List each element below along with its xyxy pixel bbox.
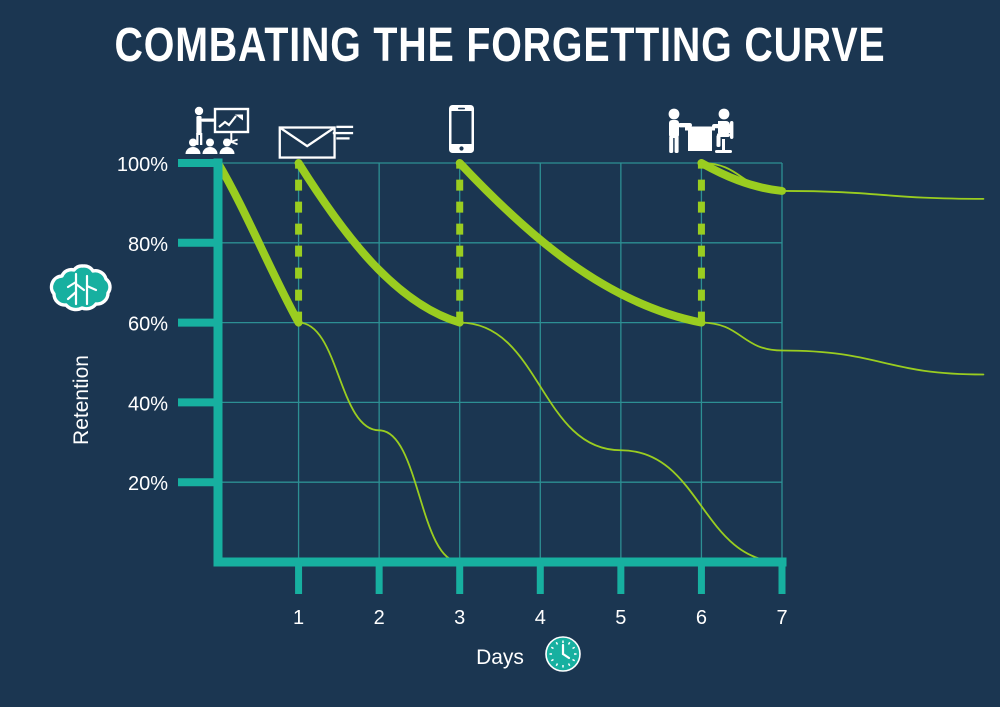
mobile-phone-icon	[423, 103, 499, 155]
y-axis-title: Retention	[70, 355, 93, 445]
x-axis-tick-label: 5	[615, 607, 626, 629]
y-axis-tick-label: 60%	[128, 314, 168, 336]
forgetting-curve-thin	[700, 321, 985, 376]
x-axis-tick-label: 7	[776, 607, 787, 629]
x-axis-tick-label: 4	[535, 607, 546, 629]
y-axis-tick-label: 100%	[117, 154, 168, 176]
brain-icon	[46, 262, 116, 323]
x-axis-tick-label: 3	[454, 607, 465, 629]
chart-axes	[213, 158, 787, 567]
coaching-desk-icon	[662, 103, 738, 155]
x-axis-title: Days	[476, 646, 524, 669]
presentation-training-icon	[180, 103, 256, 155]
retention-curve-thick	[214, 159, 303, 327]
x-axis-tick-label: 1	[293, 607, 304, 629]
forgetting-curve-thin	[297, 321, 461, 563]
y-axis-tick-label: 80%	[128, 234, 168, 256]
clock-icon	[545, 636, 581, 672]
forgetting-curve-thin	[700, 162, 985, 200]
page-title: COMBATING THE FORGETTING CURVE	[114, 19, 886, 72]
retention-curve-thick	[455, 159, 706, 327]
retention-curve-thick	[697, 159, 786, 195]
y-axis-tick-label: 20%	[128, 473, 168, 495]
retention-curve-thick	[294, 159, 464, 327]
x-axis-tick-label: 2	[374, 607, 385, 629]
forgetting-curve-thin	[458, 321, 783, 563]
x-axis-tick-label: 6	[696, 607, 707, 629]
email-icon	[278, 110, 354, 162]
y-axis-tick-label: 40%	[128, 393, 168, 415]
